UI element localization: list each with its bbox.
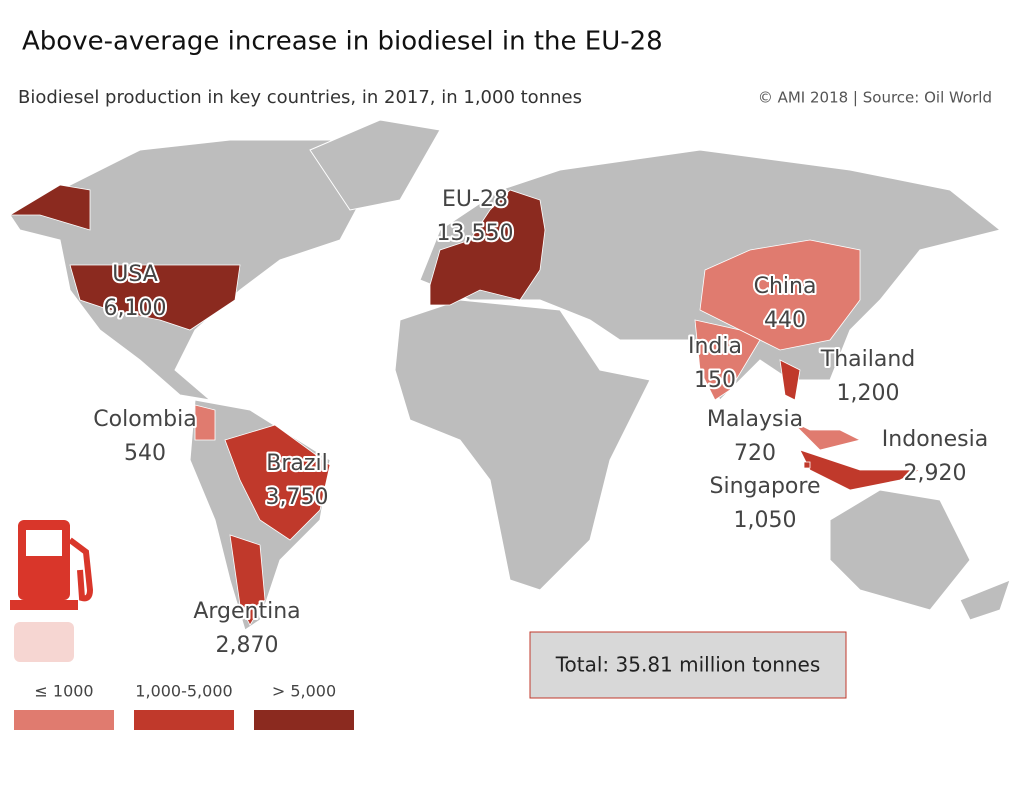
country-region — [8, 184, 91, 231]
country-name: Colombia — [93, 407, 196, 432]
country-value: 150 — [694, 368, 736, 393]
country-name: China — [754, 274, 817, 299]
country-name: Singapore — [710, 474, 821, 499]
legend-label: 1,000-5,000 — [135, 682, 232, 701]
country-value: 1,200 — [837, 381, 900, 406]
title: Above-average increase in biodiesel in t… — [22, 27, 663, 57]
country-name: EU-28 — [442, 187, 508, 212]
subtitle: Biodiesel production in key countries, i… — [18, 87, 582, 108]
country-name: Brazil — [266, 451, 327, 476]
fuel-pump-icon — [10, 520, 94, 662]
legend: ≤ 1000 1,000-5,000 > 5,000 — [14, 682, 354, 730]
country-region — [799, 449, 941, 491]
country-name: Thailand — [820, 347, 915, 372]
legend-label: ≤ 1000 — [34, 682, 93, 701]
country-regions — [8, 184, 941, 626]
total-box — [529, 631, 847, 699]
country-region — [224, 424, 331, 541]
country-value: 1,050 — [734, 508, 797, 533]
legend-swatch — [134, 710, 234, 730]
country-region — [194, 404, 216, 441]
country-region — [699, 239, 861, 351]
country-region — [779, 359, 801, 401]
country-region — [694, 319, 761, 401]
country-region — [803, 461, 811, 469]
country-region — [789, 419, 862, 451]
country-value: 6,100 — [104, 296, 167, 321]
country-value: 2,920 — [904, 461, 967, 486]
legend-swatch — [14, 710, 114, 730]
country-name: Argentina — [193, 599, 300, 624]
country-value: 440 — [764, 308, 806, 333]
legend-swatch — [254, 710, 354, 730]
country-value: 540 — [124, 441, 166, 466]
country-value: 2,870 — [216, 633, 279, 658]
country-value: 720 — [734, 441, 776, 466]
country-name: India — [688, 334, 742, 359]
source: © AMI 2018 | Source: Oil World — [758, 89, 992, 107]
country-value: 3,750 — [266, 485, 329, 510]
country-region — [229, 534, 266, 626]
country-region — [429, 189, 546, 306]
legend-label: > 5,000 — [272, 682, 336, 701]
country-value: 13,550 — [437, 221, 514, 246]
total: Total: 35.81 million tonnes — [555, 653, 821, 677]
country-name: USA — [112, 262, 158, 287]
country-name: Malaysia — [707, 407, 803, 432]
country-region — [69, 264, 241, 331]
country-labels: USA 6,100 EU-28 13,550 China 440 India 150 Thail… — [91, 185, 990, 660]
country-name: Indonesia — [882, 427, 988, 452]
